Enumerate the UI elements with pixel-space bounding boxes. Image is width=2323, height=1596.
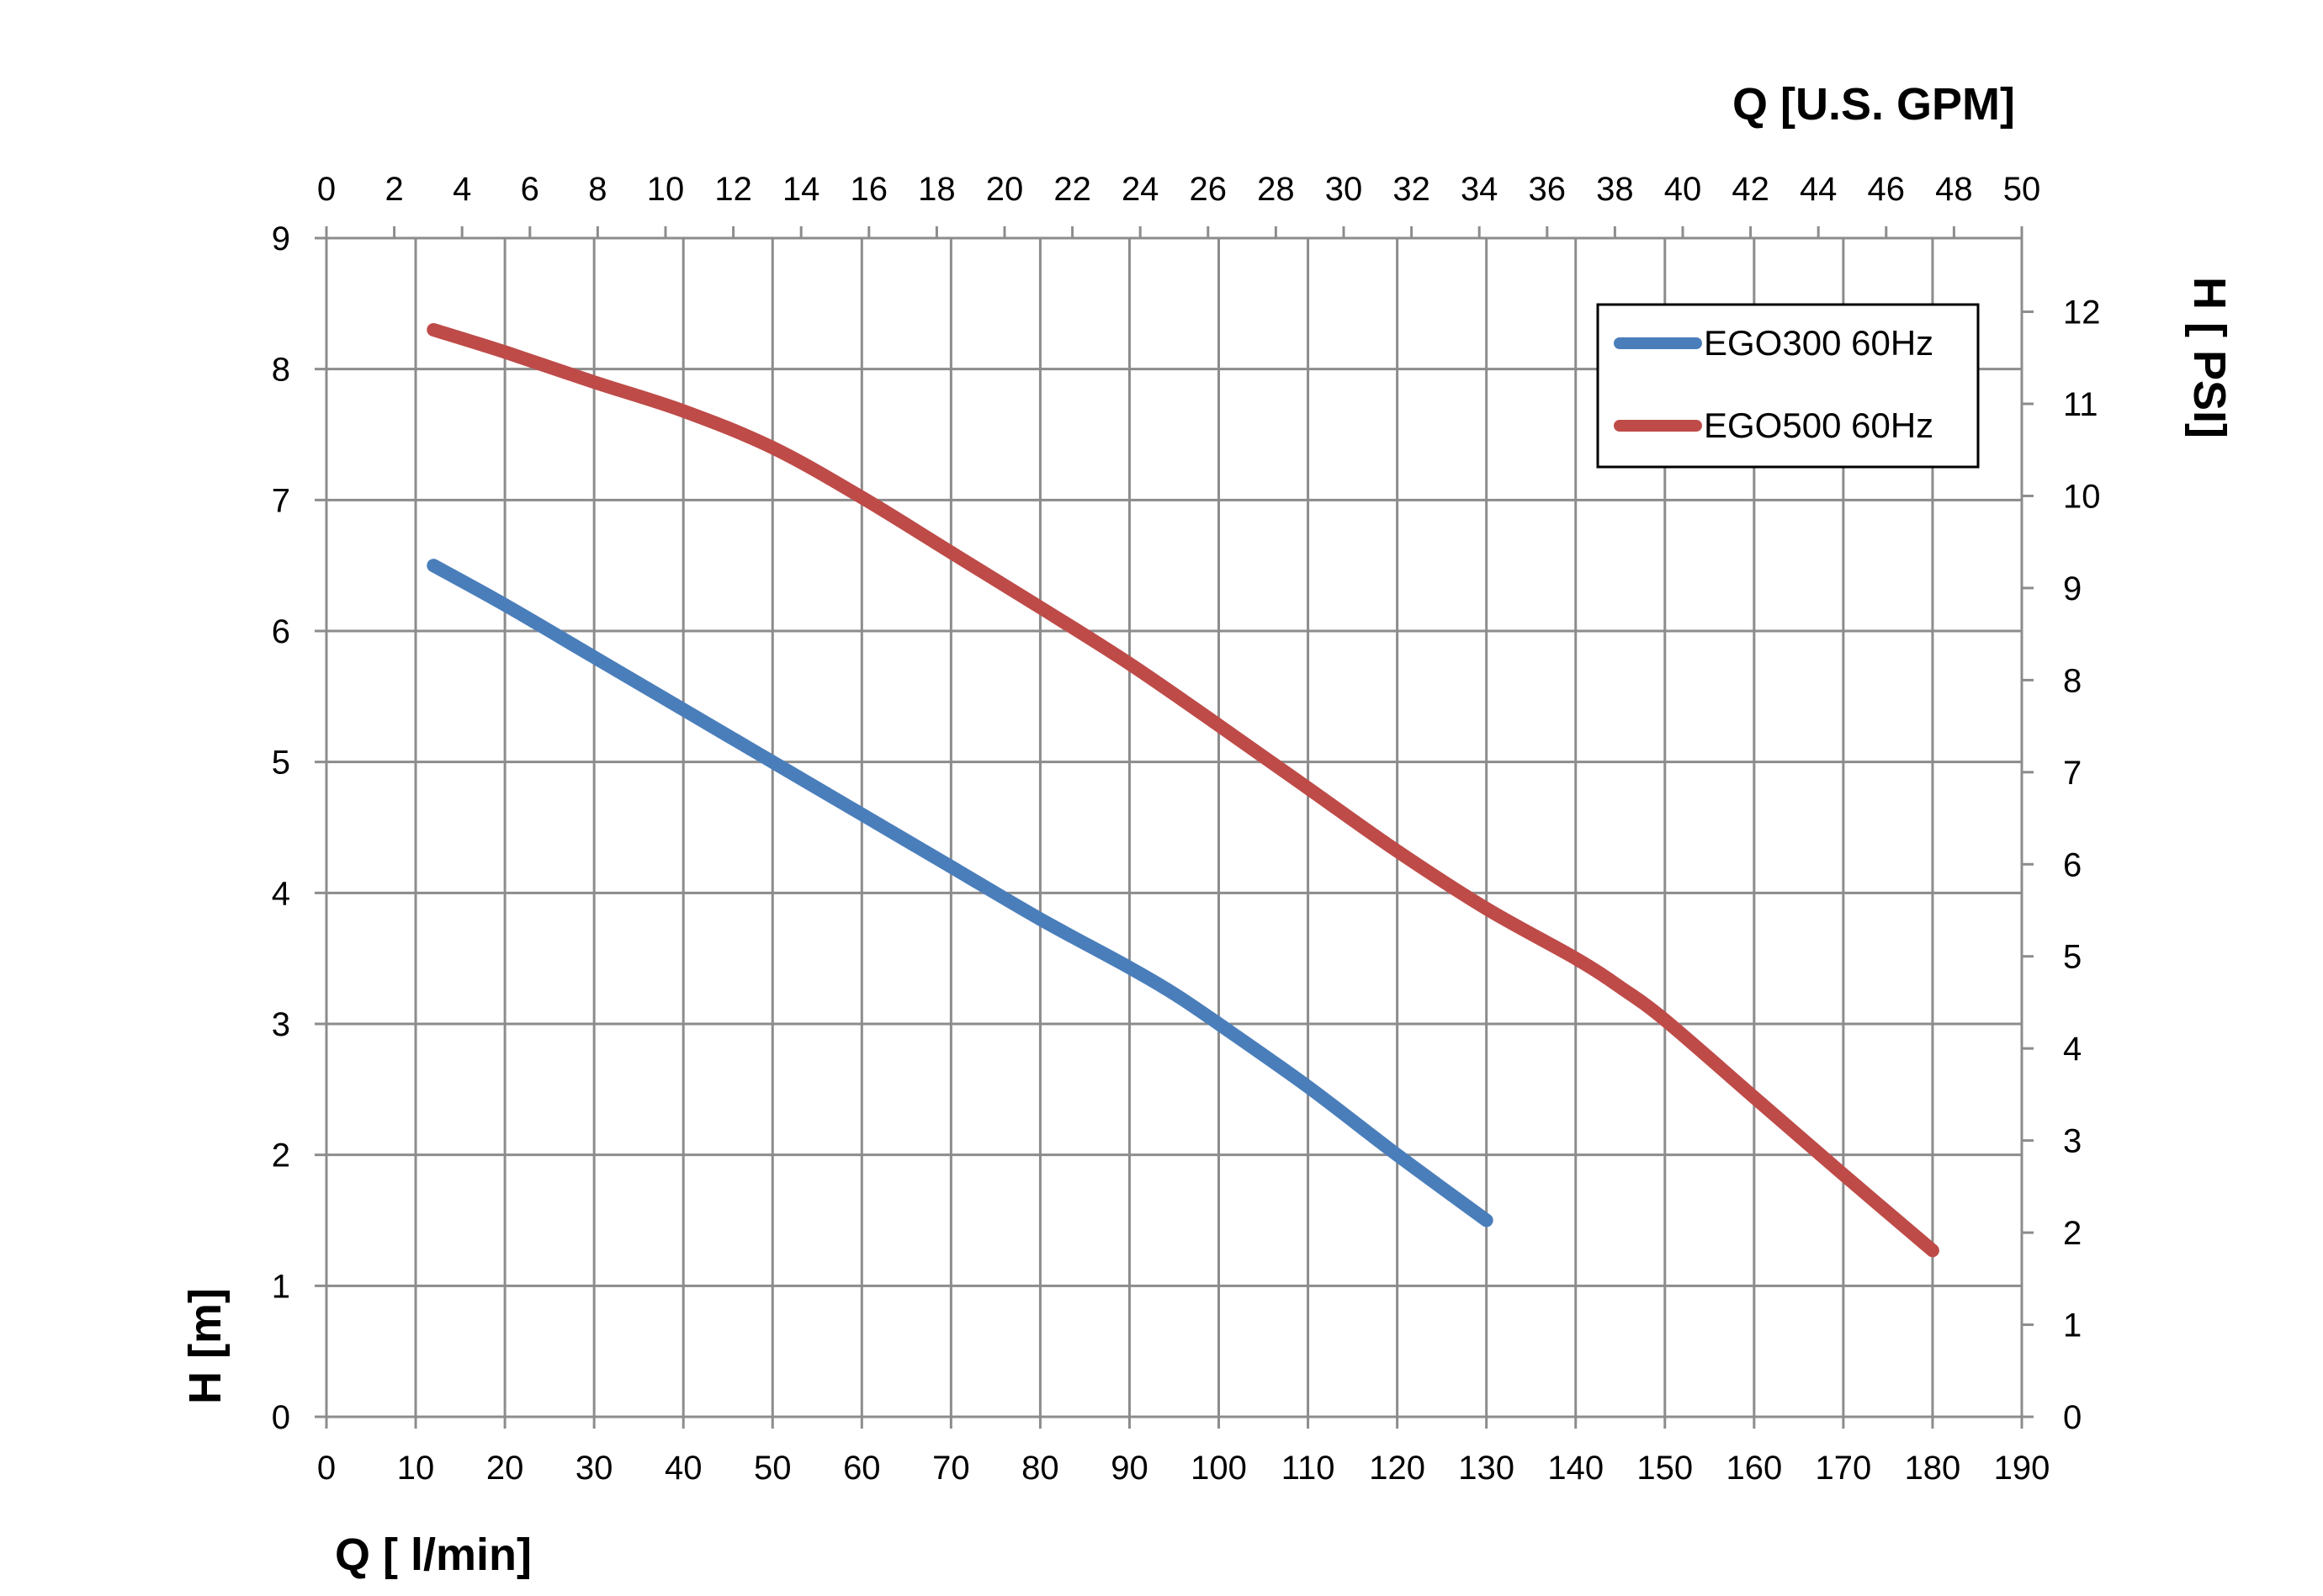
x2-tick-label: 44	[1800, 171, 1838, 208]
x-tick-label: 70	[932, 1450, 970, 1487]
x-tick-label: 60	[843, 1450, 881, 1487]
x2-tick-label: 6	[521, 171, 539, 208]
y2-tick-label: 7	[2063, 755, 2082, 792]
y-tick-label: 5	[272, 745, 290, 782]
axes	[325, 236, 2023, 1418]
y2-tick-label: 3	[2063, 1123, 2082, 1160]
x-tick-label: 20	[486, 1450, 524, 1487]
y2-tick-label: 2	[2063, 1215, 2082, 1252]
y2-tick-label: 5	[2063, 939, 2082, 976]
x2-tick-label: 24	[1122, 171, 1159, 208]
y-tick-label: 6	[272, 613, 290, 650]
x2-tick-label: 8	[588, 171, 607, 208]
x-tick-label: 120	[1369, 1450, 1425, 1487]
x-tick-label: 90	[1111, 1450, 1148, 1487]
y2-axis-title: H [ PSI]	[2184, 277, 2235, 438]
y-axis-ticks: 0 1 2 3 4 5 6 7 8 9	[272, 220, 326, 1436]
legend-label-ego500: EGO500 60Hz	[1704, 406, 1933, 445]
y-tick-label: 1	[272, 1268, 290, 1305]
x-axis-title: Q [ l/min]	[335, 1530, 532, 1580]
y2-tick-label: 10	[2063, 478, 2101, 515]
x-tick-label: 30	[575, 1450, 613, 1487]
series-line-ego300-60hz	[427, 559, 1493, 1227]
x2-tick-label: 4	[453, 171, 471, 208]
x2-tick-label: 22	[1053, 171, 1091, 208]
y2-tick-label: 1	[2063, 1307, 2082, 1344]
x2-tick-label: 10	[647, 171, 685, 208]
x-tick-label: 170	[1816, 1450, 1872, 1487]
y-tick-label: 0	[272, 1399, 290, 1436]
x2-tick-label: 20	[986, 171, 1024, 208]
y-tick-label: 9	[272, 220, 290, 257]
x2-axis-ticks: 0 2 4 6 8 10 12 14 16 18 20 22 24 26 28 30 32 34 36 38 40 42 4…	[317, 171, 2040, 238]
series-lines	[427, 323, 1939, 1258]
series-line-ego500-60hz	[427, 323, 1939, 1258]
x2-tick-label: 2	[385, 171, 403, 208]
x2-tick-label: 48	[1935, 171, 1973, 208]
x2-tick-label: 28	[1257, 171, 1295, 208]
legend: EGO300 60Hz EGO500 60Hz	[1596, 303, 1980, 469]
x2-tick-label: 34	[1461, 171, 1498, 208]
y-tick-label: 8	[272, 352, 290, 389]
x-tick-label: 80	[1021, 1450, 1059, 1487]
x2-tick-label: 38	[1596, 171, 1634, 208]
x2-tick-label: 0	[317, 171, 336, 208]
x2-tick-label: 30	[1325, 171, 1363, 208]
legend-label-ego300: EGO300 60Hz	[1704, 323, 1933, 363]
y2-tick-label: 8	[2063, 662, 2082, 699]
x-tick-label: 40	[665, 1450, 703, 1487]
y-tick-label: 4	[272, 875, 290, 912]
y-tick-label: 2	[272, 1137, 290, 1174]
y2-tick-label: 11	[2063, 386, 2098, 423]
x-tick-label: 150	[1636, 1450, 1693, 1487]
y-tick-label: 7	[272, 482, 290, 519]
x2-tick-label: 42	[1732, 171, 1769, 208]
x-tick-label: 180	[1905, 1450, 1961, 1487]
x2-tick-label: 32	[1392, 171, 1430, 208]
x2-axis-title: Q [U.S. GPM]	[1732, 79, 2015, 130]
x-tick-label: 10	[397, 1450, 435, 1487]
y-tick-label: 3	[272, 1006, 290, 1043]
legend-box	[1596, 303, 1980, 469]
y-axis-title: H [m]	[180, 1288, 231, 1404]
x2-tick-label: 18	[918, 171, 956, 208]
x-tick-label: 0	[317, 1450, 336, 1487]
x-tick-label: 130	[1458, 1450, 1514, 1487]
y2-tick-label: 4	[2063, 1031, 2082, 1068]
x-axis-ticks: 0 10 20 30 40 50 60 70 80 90 100 110 120 130 140 150 160…	[317, 1417, 2050, 1487]
x-tick-label: 160	[1726, 1450, 1782, 1487]
y2-tick-label: 12	[2063, 294, 2101, 331]
y2-tick-label: 0	[2063, 1399, 2082, 1436]
x-tick-label: 140	[1547, 1450, 1604, 1487]
x-tick-label: 100	[1191, 1450, 1247, 1487]
x-tick-label: 50	[754, 1450, 792, 1487]
y2-tick-label: 6	[2063, 846, 2082, 883]
x2-tick-label: 26	[1190, 171, 1228, 208]
x2-tick-label: 16	[851, 171, 888, 208]
x2-tick-label: 40	[1664, 171, 1702, 208]
x2-tick-label: 50	[2003, 171, 2041, 208]
x2-tick-label: 36	[1529, 171, 1567, 208]
x-tick-label: 190	[1994, 1450, 2050, 1487]
x2-tick-label: 14	[782, 171, 820, 208]
x2-tick-label: 12	[714, 171, 752, 208]
x2-tick-label: 46	[1868, 171, 1906, 208]
x-tick-label: 110	[1281, 1450, 1335, 1487]
y2-tick-label: 9	[2063, 570, 2082, 607]
